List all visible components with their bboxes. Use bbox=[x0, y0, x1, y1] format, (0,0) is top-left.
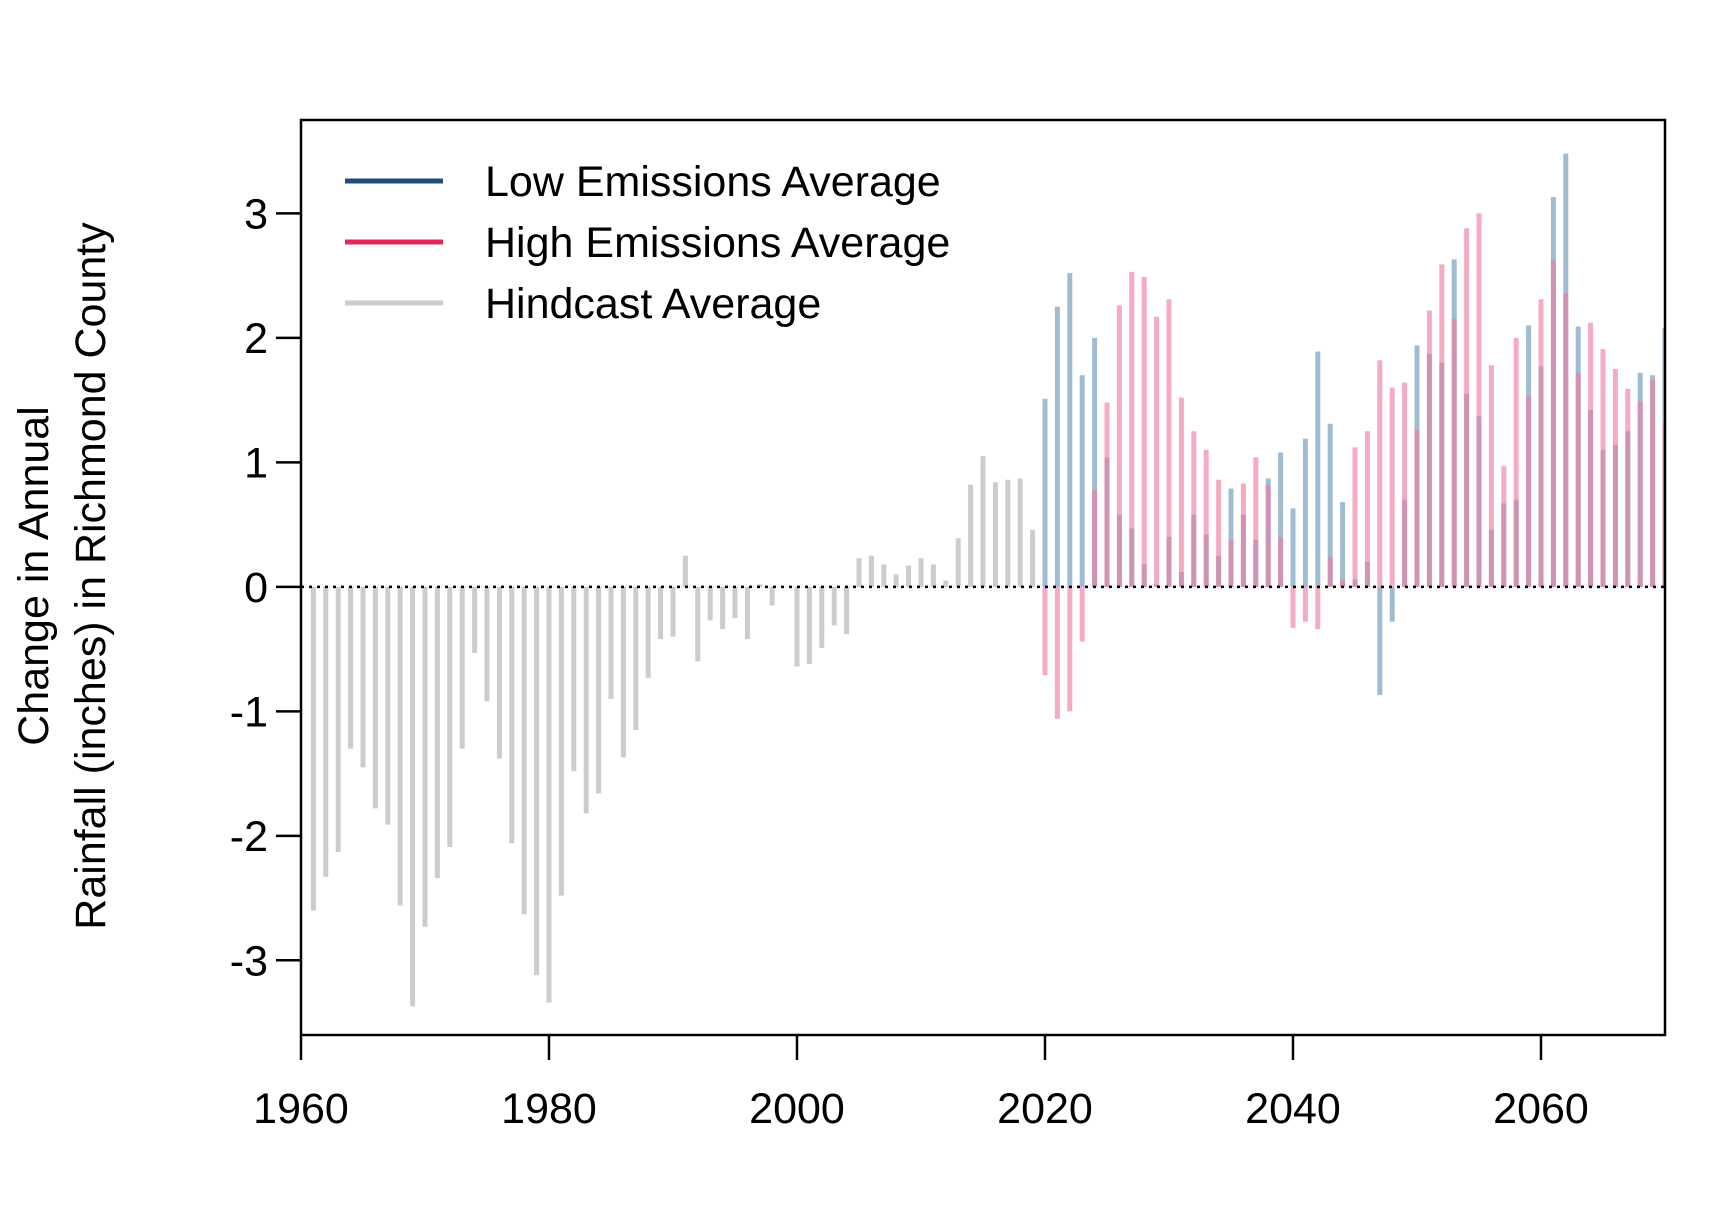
x-tick-label-2020: 2020 bbox=[997, 1085, 1093, 1133]
legend-label-high-emissions-average: High Emissions Average bbox=[485, 219, 950, 267]
x-tick-label-1960: 1960 bbox=[253, 1085, 349, 1133]
legend-label-hindcast-average: Hindcast Average bbox=[485, 280, 821, 328]
x-tick-label-1980: 1980 bbox=[501, 1085, 597, 1133]
y-tick-label-2: 2 bbox=[244, 315, 268, 363]
y-axis-label-line-1: Change in Annual bbox=[10, 406, 58, 746]
y-tick-label-3: 3 bbox=[244, 190, 268, 238]
series-hindcast-average bbox=[310, 456, 1036, 1007]
y-tick-label-0: 0 bbox=[244, 564, 268, 612]
y-tick-label--2: -2 bbox=[230, 813, 268, 861]
x-axis: 1960 1980 2000 2020 2040 2060 bbox=[253, 1035, 1589, 1133]
y-tick-label--1: -1 bbox=[230, 688, 268, 736]
x-tick-label-2000: 2000 bbox=[749, 1085, 845, 1133]
plot-frame bbox=[299, 118, 1667, 1037]
legend-label-low-emissions-average: Low Emissions Average bbox=[485, 158, 941, 206]
x-tick-label-2040: 2040 bbox=[1245, 1085, 1341, 1133]
y-axis: -3 -2 -1 0 1 2 3 bbox=[230, 190, 301, 985]
legend: Low Emissions Average High Emissions Aver… bbox=[345, 158, 950, 328]
y-tick-label--3: -3 bbox=[230, 937, 268, 985]
y-axis-label: Change in Annual Rainfall (inches) in Ri… bbox=[10, 222, 115, 930]
y-tick-label-1: 1 bbox=[244, 439, 268, 487]
x-tick-label-2060: 2060 bbox=[1493, 1085, 1589, 1133]
bar-layer bbox=[310, 153, 1665, 1007]
series-high-emissions-average bbox=[1042, 213, 1665, 719]
y-axis-label-line-2: Rainfall (inches) in Richmond County bbox=[67, 222, 115, 930]
